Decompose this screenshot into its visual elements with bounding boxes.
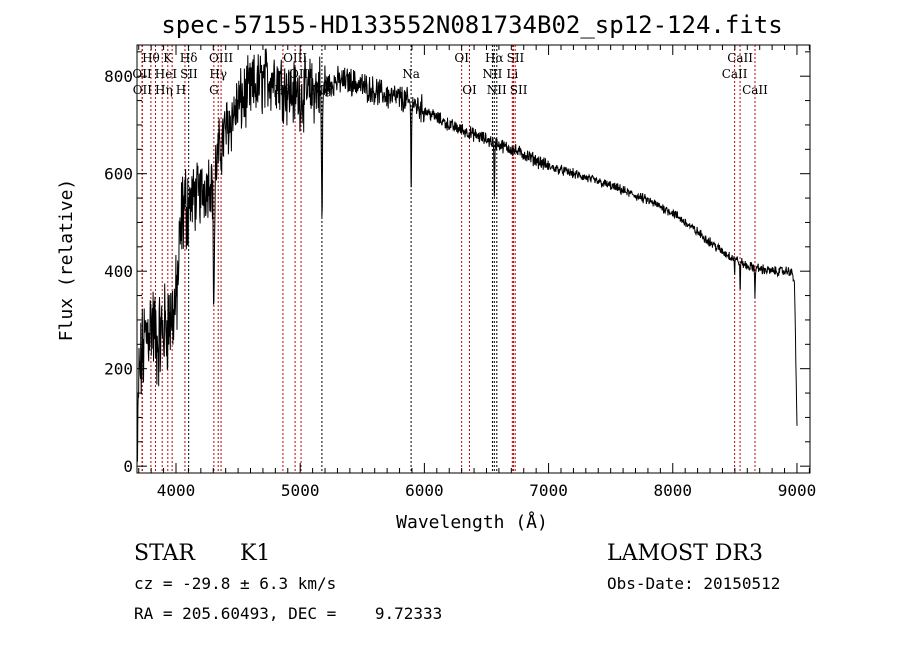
- spectral-line-label: Hγ: [209, 67, 227, 81]
- spectral-line-label: H: [176, 83, 186, 97]
- y-tick-label: 200: [104, 360, 133, 379]
- object-class: STAR: [134, 541, 196, 566]
- spectral-line-label: SII: [507, 51, 525, 65]
- redshift-cz: cz = -29.8 ± 6.3 km/s: [134, 574, 336, 593]
- spectral-line-label: Hη: [155, 83, 173, 97]
- obs-date: Obs-Date: 20150512: [607, 574, 780, 593]
- spectral-line-label: OI: [454, 51, 469, 65]
- y-tick-label: 400: [104, 262, 133, 281]
- x-tick-label: 7000: [529, 481, 568, 500]
- spectral-line-label: OII: [133, 83, 153, 97]
- spectral-line-label: CaII: [722, 67, 748, 81]
- survey-label: LAMOST DR3: [607, 541, 763, 566]
- spectral-line-label: K: [163, 51, 173, 65]
- spectral-line-label: Hδ: [180, 51, 198, 65]
- spectral-line-label: OI: [462, 83, 477, 97]
- y-axis-label: Flux (relative): [56, 179, 77, 342]
- spectral-line-label: G: [209, 83, 219, 97]
- x-tick-label: 8000: [654, 481, 693, 500]
- spectral-line-label: NII: [487, 83, 507, 97]
- spectral-line-label: Na: [402, 67, 420, 81]
- spectral-line-label: Hθ: [142, 51, 160, 65]
- x-tick-label: 9000: [778, 481, 817, 500]
- spectral-line-label: OII: [132, 67, 152, 81]
- y-tick-label: 800: [104, 67, 133, 86]
- y-tick-label: 0: [123, 457, 133, 476]
- coordinates: RA = 205.60493, DEC = 9.72333: [134, 604, 442, 623]
- spectrum-line: [137, 48, 798, 462]
- spectral-line-label: SII: [180, 67, 198, 81]
- spectral-line-label: OIII: [209, 51, 233, 65]
- subclass: K1: [240, 541, 270, 566]
- spectral-line-label: HeI: [155, 67, 178, 81]
- spectral-line-label: Hα: [485, 51, 504, 65]
- line-markers: [141, 45, 756, 473]
- x-tick-label: 4000: [157, 481, 196, 500]
- spectral-line-label: NII: [482, 67, 502, 81]
- x-axis-label: Wavelength (Å): [396, 511, 548, 533]
- x-tick-label: 6000: [405, 481, 444, 500]
- spectral-line-label: SII: [510, 83, 528, 97]
- spectral-line-label: CaII: [727, 51, 753, 65]
- y-tick-label: 600: [104, 165, 133, 184]
- plot-frame: [136, 44, 811, 474]
- chart-title: spec-57155-HD133552N081734B02_sp12-124.f…: [161, 11, 782, 39]
- line-labels: OIIOIIHθHηHeIKHSIIHδGHγOIIIHβOIIIOIIIMgN…: [132, 51, 768, 97]
- x-tick-label: 5000: [281, 481, 320, 500]
- axis-ticks: 4000 5000 6000 7000 8000 9000 0 200 400 600 800: [104, 45, 816, 500]
- spectral-line-label: CaII: [742, 83, 768, 97]
- spectral-line-label: OIII: [283, 51, 307, 65]
- spectral-line-label: Li: [506, 67, 518, 81]
